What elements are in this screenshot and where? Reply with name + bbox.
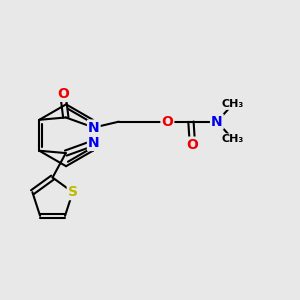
Text: N: N <box>211 115 223 129</box>
Text: O: O <box>57 87 69 101</box>
Text: CH₃: CH₃ <box>222 134 244 144</box>
Text: CH₃: CH₃ <box>222 99 244 109</box>
Text: N: N <box>88 136 100 150</box>
Text: N: N <box>88 121 100 134</box>
Text: S: S <box>68 185 78 199</box>
Text: O: O <box>161 115 173 129</box>
Text: O: O <box>187 138 198 152</box>
